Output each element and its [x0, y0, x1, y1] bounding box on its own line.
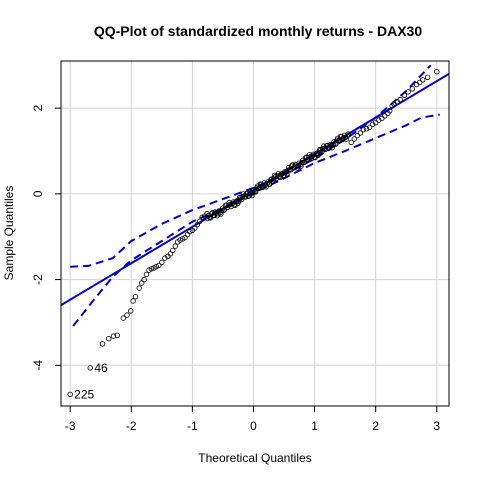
data-point: [99, 341, 106, 347]
data-point: [366, 124, 373, 131]
band-lower: [72, 113, 440, 327]
data-point: [405, 89, 411, 95]
data-point: [218, 211, 224, 217]
data-point: [308, 155, 315, 162]
data-point: [401, 92, 408, 98]
data-point: [67, 391, 73, 398]
confidence-band: [70, 64, 440, 327]
y-tick-label: 2: [31, 104, 45, 111]
data-point: [141, 276, 147, 283]
data-point: [136, 285, 142, 291]
x-axis-label: Theoretical Quantiles: [198, 451, 311, 465]
data-point: [148, 266, 155, 272]
data-point: [196, 218, 203, 224]
data-point: [192, 225, 198, 231]
point-label: 225: [74, 387, 94, 401]
data-point: [387, 107, 393, 114]
data-point: [284, 171, 290, 177]
data-point: [434, 68, 440, 75]
data-point: [162, 255, 168, 261]
data-point: [105, 336, 112, 342]
data-point: [424, 74, 431, 80]
data-point: [420, 77, 426, 83]
data-point: [184, 231, 191, 238]
data-point: [120, 315, 126, 321]
data-point: [354, 132, 360, 139]
data-point: [397, 96, 403, 103]
data-point: [351, 136, 357, 142]
chart-title: QQ-Plot of standardized monthly returns …: [94, 23, 422, 39]
y-axis: -4 -2 0 2: [31, 104, 61, 371]
x-tick-label: -1: [187, 419, 198, 433]
data-point: [327, 141, 333, 148]
data-point: [348, 139, 354, 146]
x-tick-label: -2: [126, 419, 137, 433]
x-tick-label: 0: [250, 419, 257, 433]
data-point: [143, 271, 150, 278]
data-point: [382, 113, 388, 119]
y-tick-label: -4: [31, 360, 45, 371]
data-point: [127, 308, 134, 314]
data-point: [360, 126, 367, 133]
data-point: [110, 333, 117, 339]
data-point: [319, 149, 325, 155]
x-tick-label: 2: [372, 419, 379, 433]
data-point: [87, 365, 93, 371]
x-tick-label: -3: [65, 419, 76, 433]
data-point: [252, 189, 259, 195]
data-point: [298, 163, 304, 169]
data-point: [333, 141, 339, 147]
data-point: [124, 312, 130, 318]
point-label: 46: [94, 361, 108, 375]
data-point: [172, 243, 178, 249]
data-point: [369, 121, 376, 128]
data-point: [343, 136, 349, 142]
data-point: [114, 332, 120, 338]
data-point: [301, 159, 307, 166]
data-point: [249, 192, 255, 199]
data-point: [409, 86, 415, 92]
band-upper: [70, 64, 432, 268]
data-point: [376, 117, 382, 123]
data-point: [357, 130, 364, 136]
data-point: [177, 237, 183, 243]
data-point: [280, 173, 286, 180]
y-tick-label: 0: [31, 190, 45, 197]
data-points: [67, 68, 440, 398]
data-point: [363, 125, 370, 132]
data-point: [132, 294, 139, 300]
x-tick-label: 1: [311, 419, 318, 433]
data-point: [329, 144, 335, 151]
data-point: [220, 207, 227, 213]
data-point: [228, 203, 234, 210]
data-point: [156, 262, 162, 269]
x-tick-label: 3: [433, 419, 440, 433]
data-point: [130, 298, 136, 304]
data-point: [159, 259, 165, 266]
plot-frame: [60, 60, 450, 407]
data-point: [345, 131, 351, 137]
x-axis: -3 -2 -1 0 1 2 3: [65, 406, 440, 433]
data-point: [170, 247, 176, 254]
y-axis-label: Sample Quantiles: [2, 186, 16, 281]
data-point: [238, 196, 245, 203]
y-tick-label: -2: [31, 274, 45, 285]
